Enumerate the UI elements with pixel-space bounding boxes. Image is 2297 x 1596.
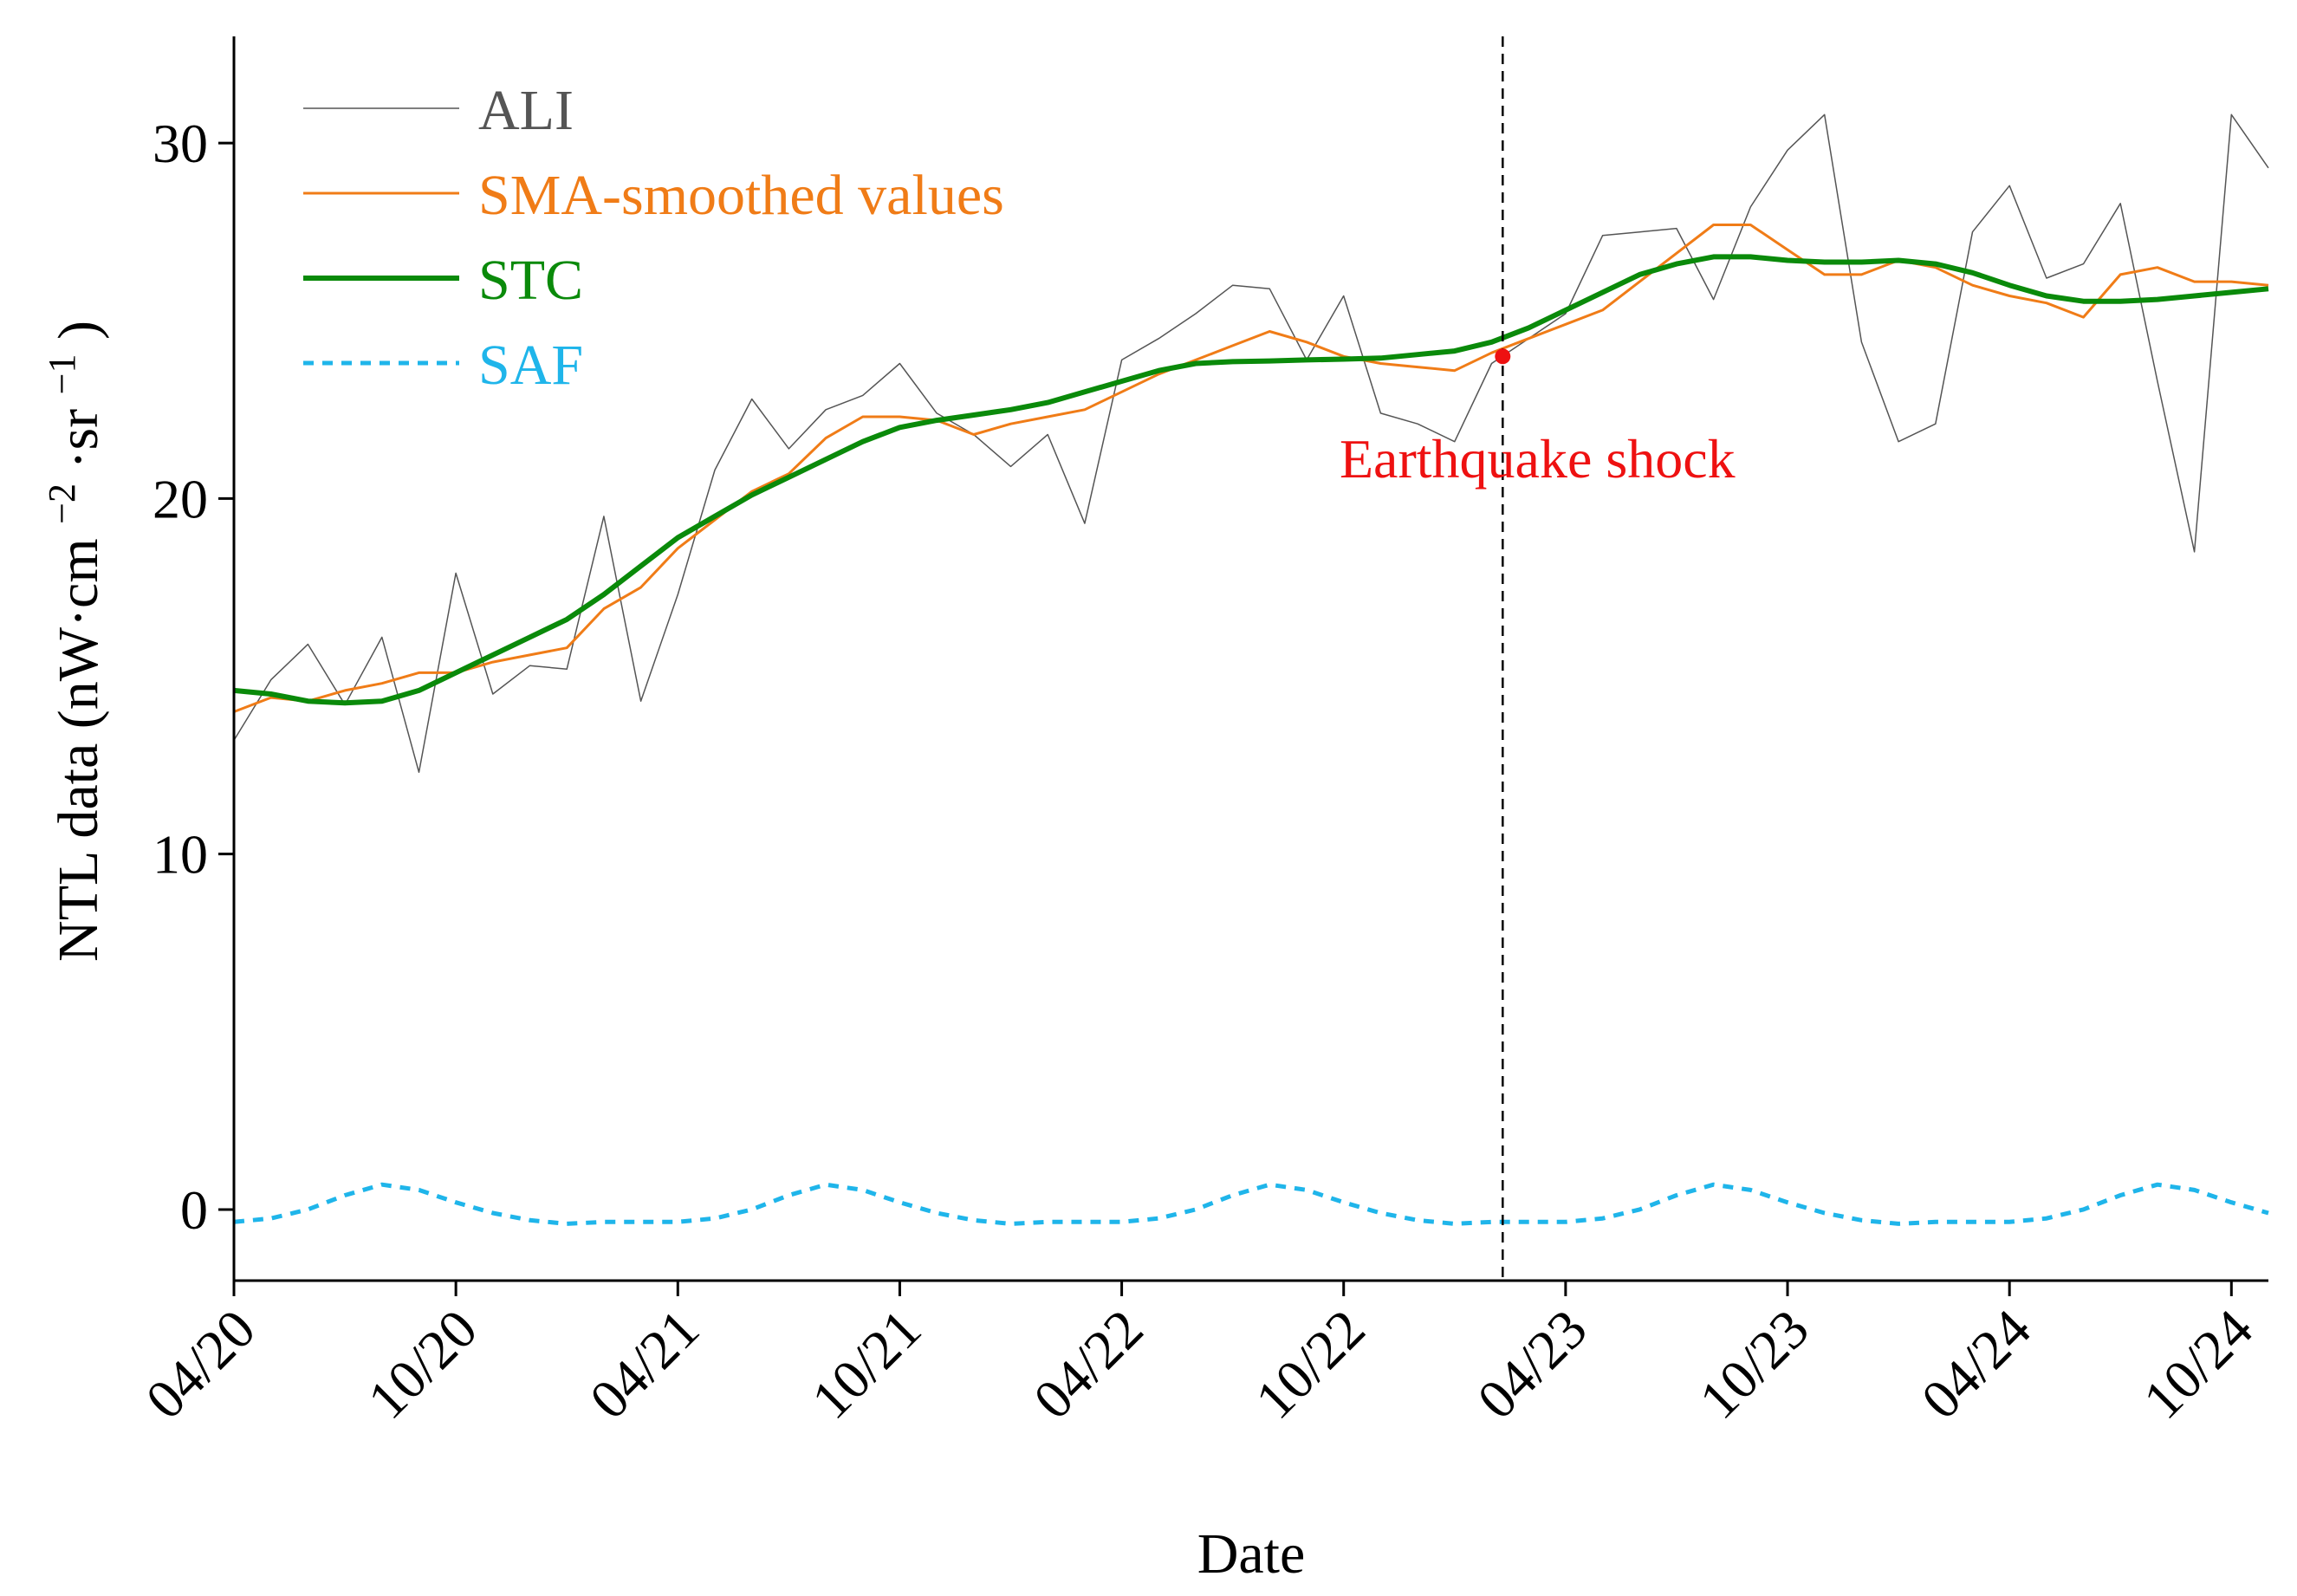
- y-tick-label: 0: [180, 1179, 208, 1241]
- y-ticks: 0 10 20 30: [152, 113, 234, 1241]
- event-point: [1495, 348, 1511, 365]
- series-layer: [233, 114, 2269, 1226]
- axes-layer: [232, 36, 2268, 1282]
- x-tick-label: 10/22: [1243, 1298, 1376, 1431]
- event-label: Earthquake shock: [1340, 428, 1736, 490]
- x-axis-label: Date: [1197, 1522, 1306, 1586]
- x-tick-label: 10/23: [1688, 1298, 1820, 1431]
- series-line-stc: [233, 254, 2269, 706]
- legend-label-sma-smoothed-values: SMA-smoothed values: [478, 164, 1004, 227]
- x-ticks: 04/20 10/20 04/21 10/21 04/22 10/22 04/23 10/23…: [134, 1281, 2264, 1431]
- y-axis-label-mid: ·sr: [47, 409, 110, 470]
- event-layer: Earthquake shock: [1340, 36, 1736, 1281]
- x-tick-label: 10/21: [800, 1298, 932, 1431]
- x-tick-label: 10/20: [356, 1298, 489, 1431]
- x-tick-label: 04/22: [1022, 1298, 1154, 1431]
- x-tick-label: 04/20: [134, 1298, 267, 1431]
- legend: ALI SMA-smoothed values STC SAF: [303, 79, 1004, 397]
- y-tick-label: 30: [152, 113, 208, 174]
- legend-label-saf: SAF: [478, 334, 583, 397]
- y-tick-label: 10: [152, 824, 208, 886]
- legend-label-stc: STC: [478, 249, 583, 312]
- x-tick-label: 04/23: [1465, 1298, 1598, 1431]
- x-tick-label: 10/24: [2132, 1298, 2264, 1431]
- y-axis-label-main: NTL data (nW·cm: [47, 538, 110, 962]
- x-tick-label: 04/21: [578, 1298, 711, 1431]
- series-line-sma-smoothed-values: [233, 224, 2269, 713]
- legend-label-ali: ALI: [478, 79, 574, 142]
- y-axis-label-sup2: −1: [41, 354, 83, 395]
- y-axis-label: NTL data (nW·cm −2 ·sr −1 ): [24, 321, 110, 962]
- series-line-saf: [233, 1182, 2269, 1226]
- x-tick-label: 04/24: [1910, 1298, 2042, 1431]
- y-tick-label: 20: [152, 468, 208, 529]
- series-line-ali: [233, 114, 2269, 774]
- y-axis-label-end: ): [47, 321, 110, 340]
- y-axis-label-sup1: −2: [41, 483, 83, 524]
